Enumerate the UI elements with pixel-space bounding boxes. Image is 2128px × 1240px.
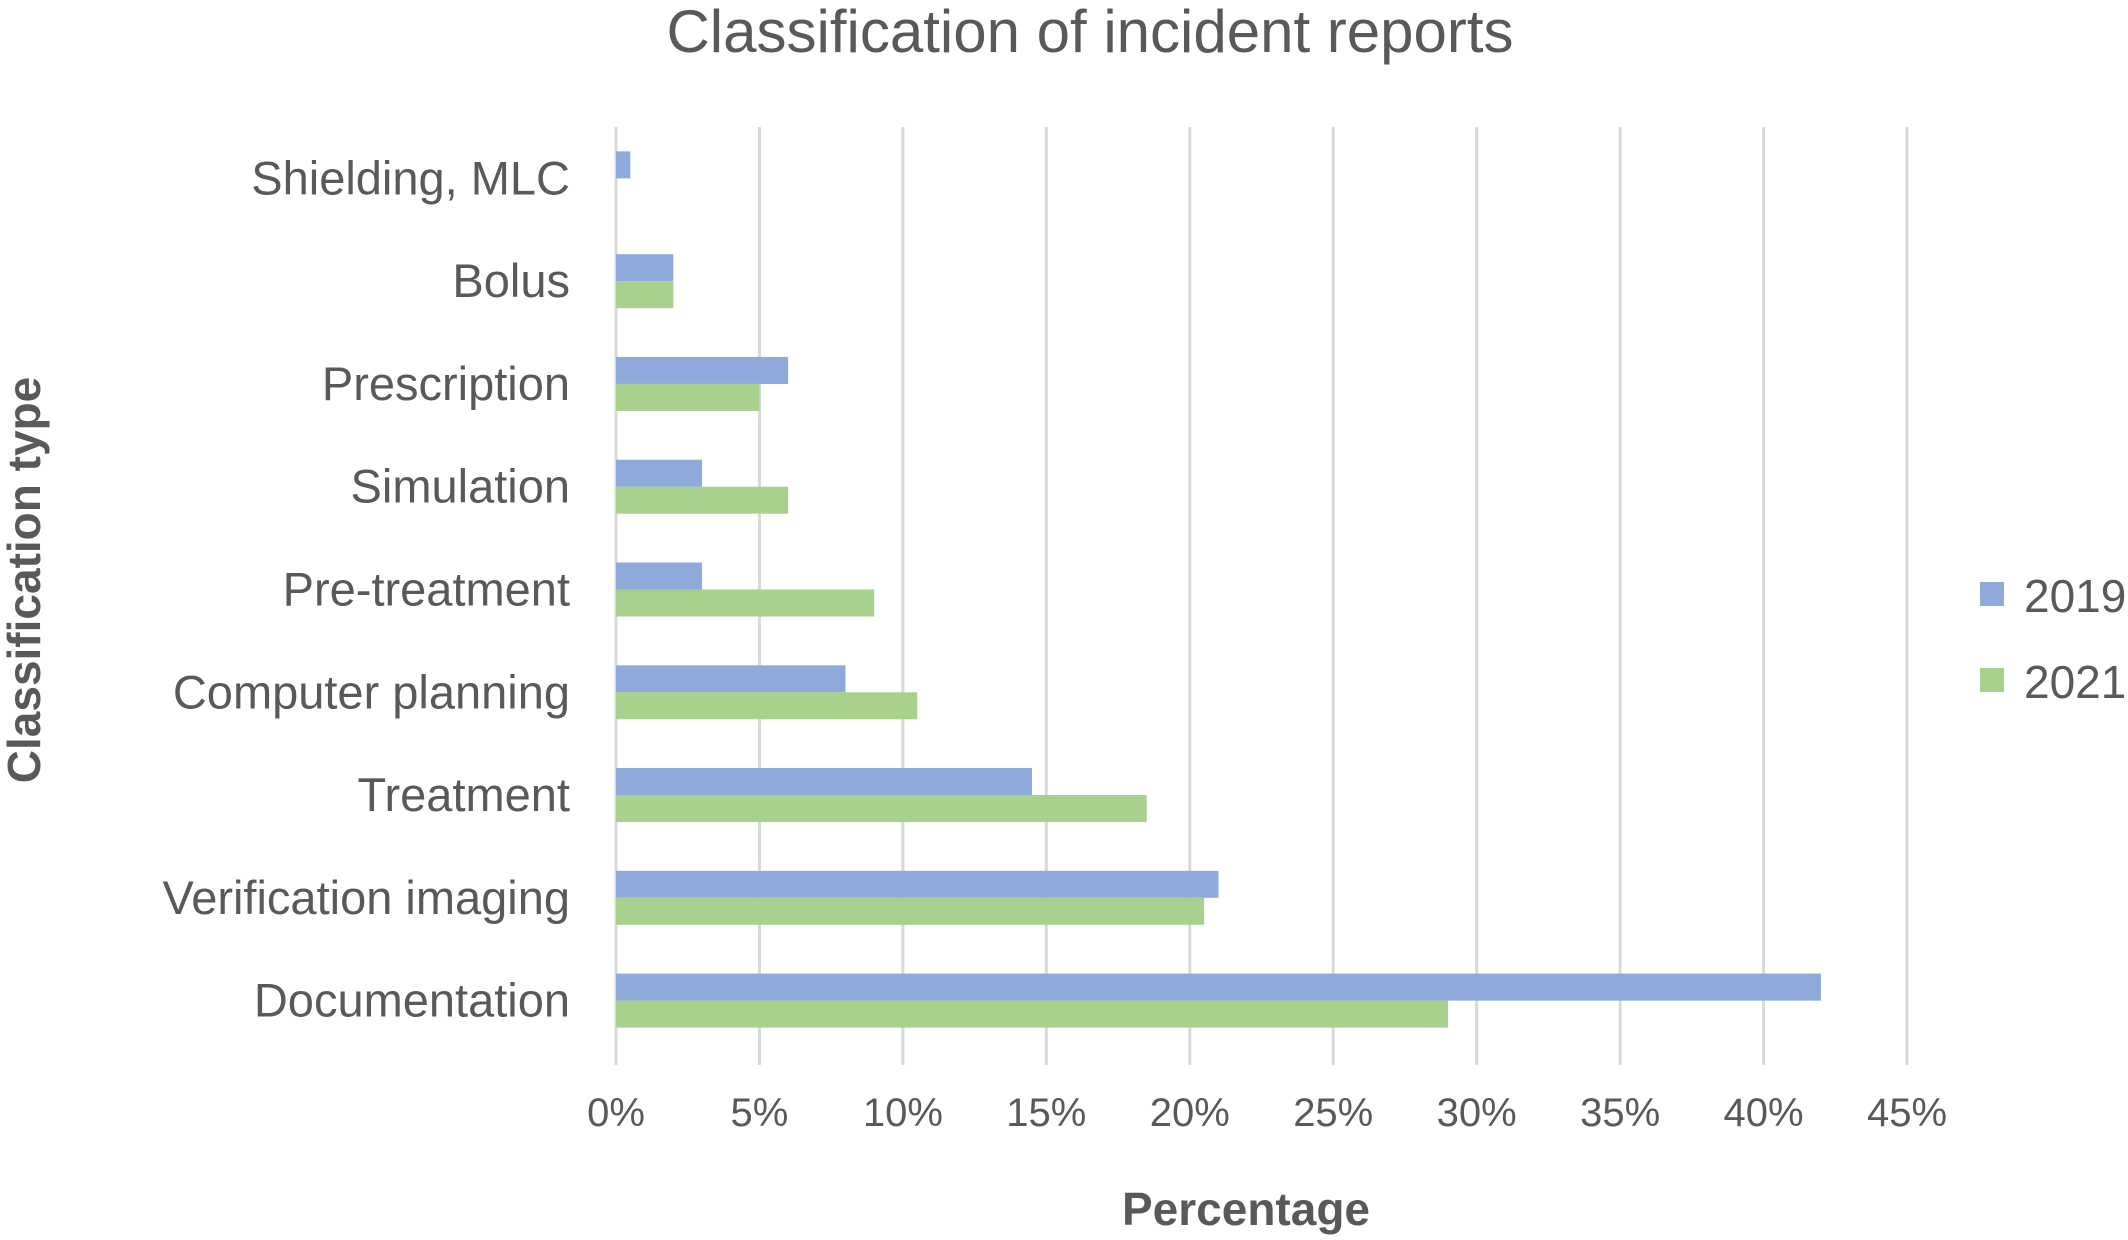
bar-2019 bbox=[616, 254, 674, 282]
bar-2021 bbox=[616, 589, 875, 617]
category-label: Verification imaging bbox=[162, 871, 570, 924]
bar-2019 bbox=[616, 151, 631, 179]
bar-2021 bbox=[616, 383, 760, 411]
category-labels: Shielding, MLC Bolus Prescription Simulatio… bbox=[162, 151, 570, 1026]
category-label: Treatment bbox=[358, 768, 570, 821]
x-tick-label: 35% bbox=[1580, 1091, 1660, 1135]
bar-2019 bbox=[616, 768, 1032, 796]
bar-2019 bbox=[616, 459, 703, 487]
x-tick-label: 40% bbox=[1724, 1091, 1804, 1135]
x-axis-title: Percentage bbox=[1122, 1183, 1370, 1235]
bar-2021 bbox=[616, 486, 789, 514]
bar-2021 bbox=[616, 1000, 1448, 1028]
bar-2021 bbox=[616, 281, 674, 309]
legend-swatch bbox=[1980, 582, 2004, 606]
x-tick-label: 0% bbox=[587, 1091, 645, 1135]
category-label: Pre-treatment bbox=[283, 563, 570, 616]
bars bbox=[616, 151, 1821, 1028]
x-tick-label: 10% bbox=[863, 1091, 943, 1135]
bar-2021 bbox=[616, 897, 1205, 925]
x-tick-label: 5% bbox=[731, 1091, 789, 1135]
x-tick-label: 20% bbox=[1150, 1091, 1230, 1135]
bar-2019 bbox=[616, 665, 846, 693]
category-label: Prescription bbox=[322, 357, 570, 410]
chart-title: Classification of incident reports bbox=[666, 0, 1513, 65]
x-tick-label: 45% bbox=[1867, 1091, 1947, 1135]
bar-2019 bbox=[616, 356, 789, 384]
legend-label: 2019 bbox=[2024, 570, 2126, 622]
legend: 2019 2021 bbox=[1980, 570, 2126, 708]
category-label: Bolus bbox=[452, 254, 570, 307]
gridlines bbox=[614, 127, 1909, 1065]
legend-label: 2021 bbox=[2024, 656, 2126, 708]
bar-2021 bbox=[616, 692, 918, 720]
bar-2019 bbox=[616, 870, 1219, 898]
legend-swatch bbox=[1980, 668, 2004, 692]
x-tick-label: 15% bbox=[1006, 1091, 1086, 1135]
bar-2019 bbox=[616, 973, 1821, 1001]
category-label: Documentation bbox=[254, 974, 570, 1027]
bar-2021 bbox=[616, 795, 1147, 823]
category-label: Simulation bbox=[351, 460, 570, 513]
x-tick-labels: 0% 5% 10% 15% 20% 25% 30% 35% 40% 45% bbox=[587, 1091, 1947, 1135]
category-label: Shielding, MLC bbox=[251, 151, 570, 204]
category-label: Computer planning bbox=[173, 665, 570, 718]
x-tick-label: 25% bbox=[1293, 1091, 1373, 1135]
bar-2019 bbox=[616, 562, 703, 590]
y-axis-title: Classification type bbox=[0, 377, 50, 783]
x-tick-label: 30% bbox=[1437, 1091, 1517, 1135]
